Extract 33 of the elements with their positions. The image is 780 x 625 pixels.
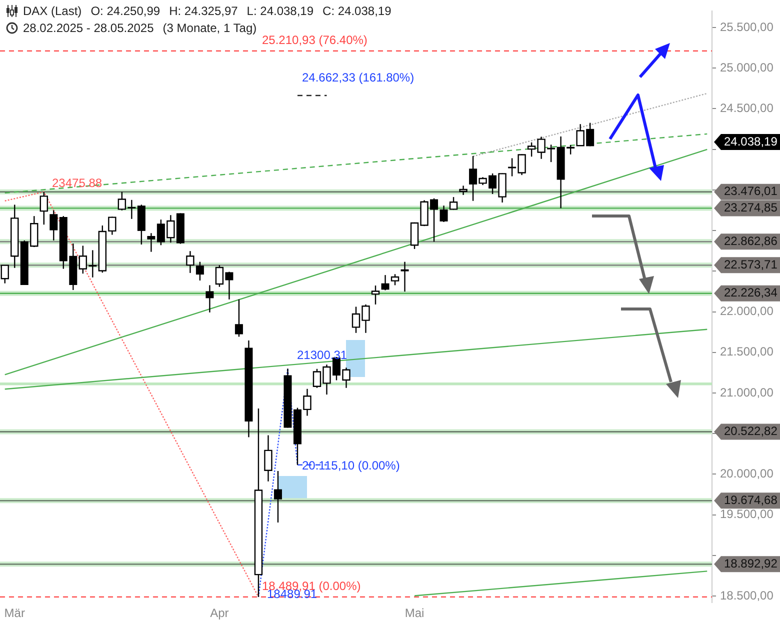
ref-line-label: 23.274,85 — [724, 200, 778, 215]
annotation: 24.662,33 (161.80%) — [302, 70, 414, 84]
ref-line-label: 20.522,82 — [724, 424, 778, 438]
y-tick-label: 22.000,00 — [720, 304, 774, 318]
annotation: L: 24.038,19 — [246, 4, 314, 18]
y-tick-label: 25.500,00 — [720, 20, 774, 34]
y-tick-label: 21.000,00 — [720, 385, 774, 400]
ref-line-label: 25.210,93 (76.40%) — [262, 33, 368, 48]
y-tick-label: 24.500,00 — [720, 100, 774, 115]
annotation: C: 24.038,19 — [322, 4, 392, 18]
ref-line-label: 18.892,92 — [724, 556, 778, 570]
ref-line-label: 19.674,68 — [724, 492, 778, 507]
annotation: H: 24.325,97 — [169, 4, 238, 18]
x-tick-label: Mai — [404, 606, 424, 620]
ref-line-label: 22.226,34 — [724, 286, 778, 300]
chart-title: DAX (Last) — [23, 4, 82, 18]
annotation: 23475.88 — [52, 176, 102, 190]
x-tick-label: Apr — [210, 606, 229, 620]
text: 28.02.2025 - 28.05.2025 — [23, 21, 154, 35]
y-tick-label: 20.000,00 — [720, 466, 774, 481]
y-tick-label: 25.000,00 — [720, 60, 774, 74]
ref-line-label: 23.476,01 — [724, 184, 778, 198]
annotation: O: 24.250,99 — [90, 4, 160, 18]
ref-line-label: 22.573,71 — [724, 257, 778, 272]
y-tick-label: 18.500,00 — [720, 588, 774, 602]
ref-line-label: 22.862,86 — [724, 234, 778, 248]
annotation: 20.115,10 (0.00%) — [302, 458, 400, 472]
x-tick-label: Mär — [4, 606, 25, 620]
text: 24.038,19 — [724, 134, 778, 148]
y-tick-label: 19.500,00 — [720, 507, 774, 522]
annotation: (3 Monate, 1 Tag) — [162, 21, 257, 35]
annotation: 21300.31 — [297, 348, 348, 362]
y-tick-label: 21.500,00 — [720, 344, 774, 359]
